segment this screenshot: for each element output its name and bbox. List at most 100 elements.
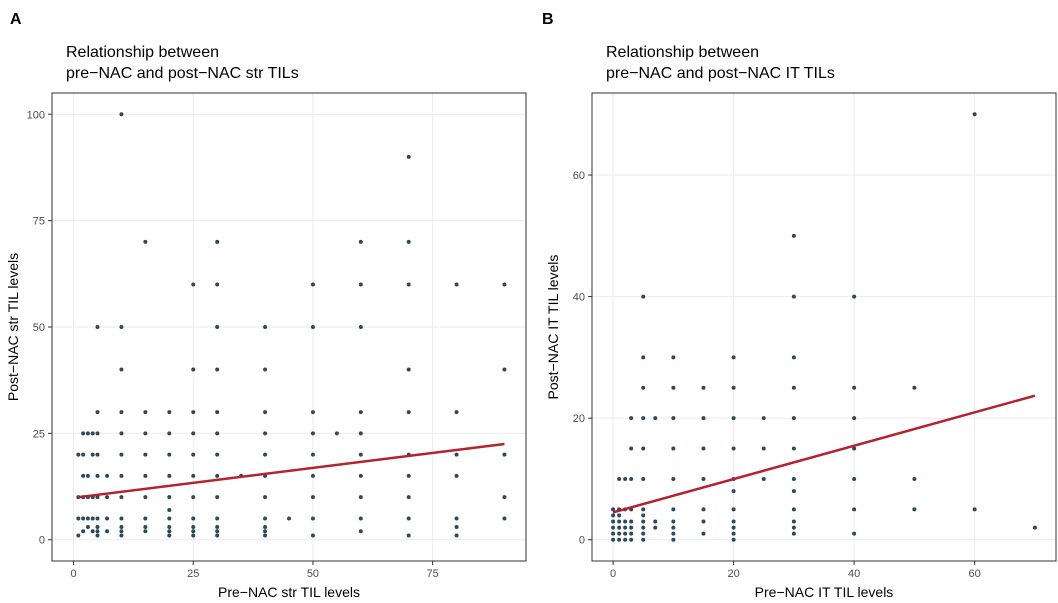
point: [731, 355, 736, 360]
point: [76, 533, 81, 538]
point: [143, 452, 148, 457]
chart-title: pre−NAC and post−NAC IT TILs: [606, 65, 835, 82]
point: [215, 473, 220, 478]
point: [629, 476, 634, 481]
point: [263, 516, 268, 521]
point: [623, 519, 628, 524]
point: [454, 516, 459, 521]
point: [641, 294, 646, 299]
plot-border: [591, 92, 1057, 562]
point: [912, 476, 917, 481]
point: [852, 446, 857, 451]
point: [310, 410, 315, 415]
x-tick-label: 0: [610, 568, 616, 580]
point: [191, 452, 196, 457]
point: [701, 519, 706, 524]
point: [95, 516, 100, 521]
point: [617, 519, 622, 524]
point: [406, 367, 411, 372]
point: [215, 533, 220, 538]
point: [167, 431, 172, 436]
point: [671, 525, 676, 530]
point: [1032, 525, 1037, 530]
point: [617, 513, 622, 518]
point: [119, 452, 124, 457]
point: [143, 431, 148, 436]
point: [406, 410, 411, 415]
y-tick-label: 0: [39, 535, 45, 547]
point: [454, 524, 459, 529]
point: [358, 452, 363, 457]
point: [617, 525, 622, 530]
point: [215, 410, 220, 415]
point: [406, 239, 411, 244]
point: [791, 416, 796, 421]
point: [701, 476, 706, 481]
point: [119, 533, 124, 538]
point: [143, 473, 148, 478]
point: [852, 531, 857, 536]
point: [167, 533, 172, 538]
point: [629, 416, 634, 421]
point: [502, 516, 507, 521]
point: [623, 537, 628, 542]
point: [641, 416, 646, 421]
point: [167, 452, 172, 457]
point: [406, 282, 411, 287]
point: [191, 282, 196, 287]
point: [629, 519, 634, 524]
y-tick-label: 20: [573, 413, 585, 425]
point: [912, 507, 917, 512]
point: [143, 516, 148, 521]
point: [167, 529, 172, 534]
y-axis-title: Post−NAC IT TIL levels: [545, 255, 561, 400]
x-tick-label: 75: [427, 568, 439, 580]
point: [119, 410, 124, 415]
point: [90, 529, 95, 534]
point: [701, 385, 706, 390]
x-tick-label: 60: [969, 568, 981, 580]
point: [105, 473, 110, 478]
chart-title: pre−NAC and post−NAC str TILs: [66, 65, 299, 82]
point: [641, 525, 646, 530]
point: [119, 112, 124, 117]
point: [95, 495, 100, 500]
point: [310, 431, 315, 436]
point: [191, 529, 196, 534]
point: [671, 537, 676, 542]
point: [406, 473, 411, 478]
point: [701, 416, 706, 421]
trend-line: [612, 394, 1036, 514]
point: [731, 537, 736, 542]
point: [972, 507, 977, 512]
point: [263, 367, 268, 372]
point: [95, 410, 100, 415]
point: [791, 294, 796, 299]
point: [191, 473, 196, 478]
point: [611, 519, 616, 524]
point: [623, 531, 628, 536]
y-tick-label: 25: [33, 428, 45, 440]
point: [119, 325, 124, 329]
point: [671, 416, 676, 421]
point: [653, 525, 658, 530]
point: [358, 495, 363, 500]
point: [263, 452, 268, 457]
point: [641, 513, 646, 518]
point: [454, 533, 459, 538]
point: [191, 495, 196, 500]
point: [791, 507, 796, 512]
y-tick-label: 60: [573, 170, 585, 182]
point: [119, 495, 124, 500]
point: [143, 239, 148, 244]
point: [617, 537, 622, 542]
point: [310, 282, 315, 287]
point: [167, 524, 172, 529]
point: [263, 325, 268, 329]
point: [791, 489, 796, 494]
point: [215, 495, 220, 500]
point: [629, 531, 634, 536]
y-tick-label: 75: [33, 216, 45, 228]
point: [263, 410, 268, 415]
y-tick-label: 40: [573, 292, 585, 304]
